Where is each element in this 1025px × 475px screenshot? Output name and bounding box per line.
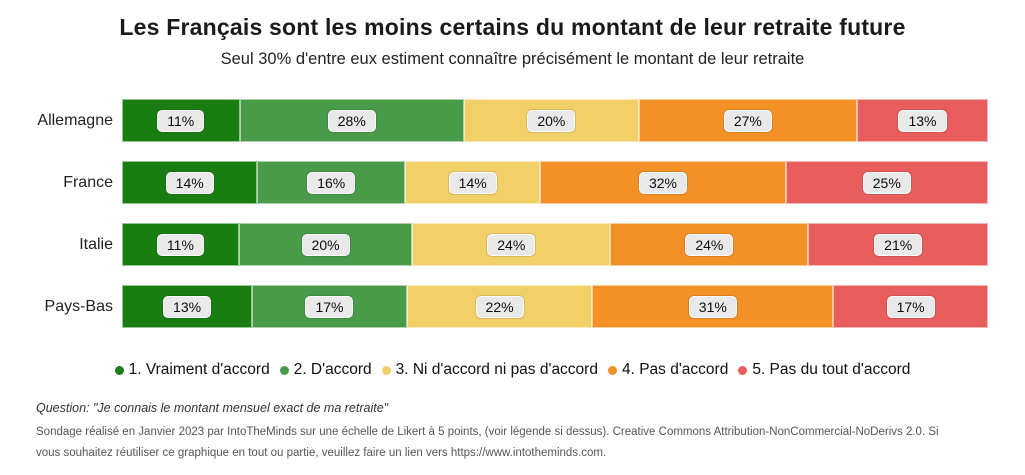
value-label: 20% — [301, 233, 350, 256]
bar-segment: 24% — [412, 223, 611, 266]
legend-dot-icon — [114, 365, 124, 375]
bar-segment: 11% — [122, 99, 240, 142]
bar-segment: 22% — [406, 285, 593, 328]
legend-dot-icon — [738, 365, 748, 375]
category-label: Allemagne — [37, 111, 113, 129]
value-label: 11% — [156, 233, 204, 256]
bar-segment: 20% — [464, 99, 639, 142]
stacked-bar: 11% 28% 20% 27% 13% — [122, 99, 988, 142]
category-label: France — [63, 173, 113, 191]
chart-row: France 14% 16% 14% 32% 25% — [0, 161, 1025, 204]
source-note-line1: Sondage réalisé en Janvier 2023 par Into… — [36, 426, 939, 438]
bar-rows: Allemagne 11% 28% 20% 27% 13% France 14% 16% 14% 3… — [0, 99, 1025, 328]
value-label: 31% — [688, 295, 737, 318]
bar-segment: 31% — [592, 285, 834, 328]
value-label: 21% — [874, 233, 923, 256]
chart-subtitle: Seul 30% d'entre eux estiment connaître … — [220, 50, 805, 68]
value-label: 11% — [157, 109, 205, 132]
value-label: 32% — [638, 171, 687, 194]
value-label: 24% — [487, 233, 536, 256]
bar-segment: 28% — [239, 99, 465, 142]
value-label: 25% — [862, 171, 911, 194]
legend-dot-icon — [607, 365, 617, 375]
chart-footer: Question: "Je connais le montant mensuel… — [0, 401, 1025, 463]
legend-item: 1. Vraiment d'accord — [114, 361, 270, 379]
bar-segment: 32% — [540, 161, 786, 204]
value-label: 28% — [327, 109, 376, 132]
value-label: 13% — [898, 109, 947, 132]
stacked-bar: 13% 17% 22% 31% 17% — [122, 285, 988, 328]
legend-label: 3. Ni d'accord ni pas d'accord — [395, 361, 598, 378]
value-label: 14% — [448, 171, 497, 194]
bar-segment: 21% — [808, 223, 988, 266]
value-label: 13% — [163, 295, 212, 318]
bar-segment: 24% — [610, 223, 809, 266]
legend-label: 2. D'accord — [293, 361, 372, 378]
stacked-bar-chart: Allemagne 11% 28% 20% 27% 13% France 14% 16% 14% 3… — [0, 99, 1025, 379]
value-label: 22% — [475, 295, 524, 318]
bar-segment: 16% — [257, 161, 405, 204]
bar-segment: 17% — [833, 285, 988, 328]
chart-row: Italie 11% 20% 24% 24% 21% — [0, 223, 1025, 266]
value-label: 20% — [527, 109, 576, 132]
bar-segment: 20% — [238, 223, 413, 266]
legend-item: 3. Ni d'accord ni pas d'accord — [381, 361, 598, 379]
value-label: 16% — [307, 171, 356, 194]
legend-item: 2. D'accord — [279, 361, 372, 379]
bar-segment: 13% — [122, 285, 253, 328]
bar-segment: 17% — [252, 285, 407, 328]
bar-segment: 11% — [122, 223, 239, 266]
category-label: Italie — [79, 235, 113, 253]
legend-label: 4. Pas d'accord — [621, 361, 729, 378]
category-label: Pays-Bas — [44, 297, 113, 315]
bar-segment: 27% — [638, 99, 857, 142]
legend-label: 5. Pas du tout d'accord — [752, 361, 911, 378]
legend-item: 5. Pas du tout d'accord — [738, 361, 910, 379]
chart-legend: 1. Vraiment d'accord 2. D'accord 3. Ni d'a… — [0, 361, 1025, 379]
bar-segment: 25% — [785, 161, 988, 204]
bar-segment: 14% — [404, 161, 541, 204]
value-label: 17% — [886, 295, 935, 318]
survey-question: Question: "Je connais le montant mensuel… — [36, 401, 389, 415]
bar-segment: 13% — [856, 99, 988, 142]
bar-segment: 14% — [122, 161, 258, 204]
stacked-bar: 14% 16% 14% 32% 25% — [122, 161, 988, 204]
stacked-bar: 11% 20% 24% 24% 21% — [122, 223, 988, 266]
value-label: 27% — [723, 109, 772, 132]
legend-label: 1. Vraiment d'accord — [128, 361, 270, 378]
source-note-line2: vous souhaitez réutiliser ce graphique e… — [36, 446, 607, 459]
legend-item: 4. Pas d'accord — [607, 361, 729, 379]
chart-title: Les Français sont les moins certains du … — [119, 14, 906, 40]
chart-row: Pays-Bas 13% 17% 22% 31% 17% — [0, 285, 1025, 328]
value-label: 14% — [165, 171, 214, 194]
value-label: 17% — [305, 295, 354, 318]
legend-dot-icon — [381, 365, 391, 375]
legend-dot-icon — [279, 365, 289, 375]
chart-header: Les Français sont les moins certains du … — [0, 0, 1025, 69]
value-label: 24% — [685, 233, 734, 256]
chart-row: Allemagne 11% 28% 20% 27% 13% — [0, 99, 1025, 142]
